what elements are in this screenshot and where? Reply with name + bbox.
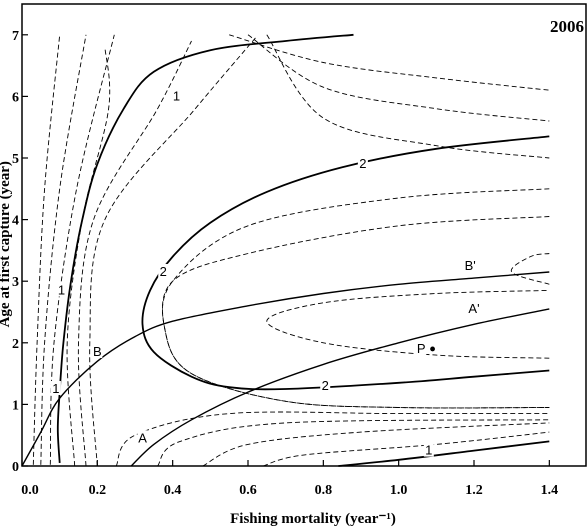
label-bg-10 bbox=[465, 257, 481, 272]
dashed-contour-1 bbox=[32, 34, 61, 465]
contour-label-10: B' bbox=[465, 258, 476, 273]
x-tick-label-6: 1.2 bbox=[465, 483, 483, 498]
label-bg-7 bbox=[423, 442, 434, 457]
x-tick-label-1: 0.2 bbox=[89, 483, 107, 498]
dashed-contour-3 bbox=[49, 34, 115, 465]
dashed-contour-4 bbox=[66, 47, 111, 467]
y-tick-label-2: 2 bbox=[12, 337, 19, 352]
label-bg-12 bbox=[416, 340, 427, 355]
label-bg-11 bbox=[469, 300, 484, 315]
dashed-contour-5 bbox=[77, 40, 192, 467]
contour-label-11: A' bbox=[468, 301, 479, 316]
contour-label-4: 2 bbox=[359, 156, 366, 171]
solid-contours bbox=[56, 33, 550, 467]
solid-contour-3 bbox=[338, 440, 550, 467]
label-bg-6 bbox=[320, 377, 331, 392]
contour-label-8: B bbox=[93, 344, 102, 359]
line-a bbox=[130, 308, 550, 467]
y-tick-label-0: 0 bbox=[12, 460, 19, 475]
label-bg-9 bbox=[137, 430, 148, 445]
contour-label-6: 2 bbox=[322, 378, 329, 393]
y-tick-label-1: 1 bbox=[12, 398, 19, 413]
y-axis-label: Age at first capture (year) bbox=[0, 161, 13, 327]
contour-labels: 1 1 1 2 2 2 1 B A B' A' P bbox=[50, 88, 484, 458]
dashed-contour-16 bbox=[157, 419, 550, 467]
label-bg-5 bbox=[158, 263, 169, 278]
label-bg-3 bbox=[50, 381, 61, 395]
dashed-contour-14 bbox=[115, 411, 550, 467]
contour-label-9: A bbox=[138, 430, 147, 445]
plot-frame bbox=[21, 3, 587, 467]
dashed-contour-8 bbox=[247, 34, 550, 122]
y-tick-label-4: 4 bbox=[12, 214, 19, 229]
x-tick-label-2: 0.4 bbox=[164, 483, 182, 498]
x-tick-label-7: 1.4 bbox=[541, 483, 559, 498]
x-tick-label-5: 1.0 bbox=[390, 483, 408, 498]
line-b bbox=[21, 271, 550, 467]
contour-label-1: 1 bbox=[173, 88, 180, 103]
dashed-contour-10 bbox=[162, 188, 550, 409]
contour-label-12: P bbox=[417, 341, 426, 356]
contour-label-7: 1 bbox=[425, 443, 432, 458]
dashed-contour-6 bbox=[89, 37, 256, 467]
x-tick-label-3: 0.6 bbox=[239, 483, 257, 498]
y-tick-label-3: 3 bbox=[12, 275, 19, 290]
x-tick-label-4: 0.8 bbox=[315, 483, 333, 498]
dashed-contour-9 bbox=[266, 34, 550, 159]
x-axis-label: Fishing mortality (year⁻¹) bbox=[230, 511, 396, 527]
contour-label-5: 2 bbox=[160, 264, 167, 279]
label-bg-4 bbox=[357, 156, 368, 171]
point-p bbox=[430, 346, 435, 352]
y-tick-label-5: 5 bbox=[12, 152, 19, 167]
label-bg-8 bbox=[92, 344, 103, 359]
dashed-contours bbox=[32, 34, 550, 467]
chart-title: 2006 bbox=[550, 17, 584, 36]
dashed-contour-13 bbox=[266, 289, 550, 359]
dashed-contour-12 bbox=[510, 253, 550, 285]
x-tick-label-0: 0.0 bbox=[21, 483, 39, 498]
reference-lines bbox=[21, 271, 550, 467]
axis-ticks: 0.0 0.2 0.4 0.6 0.8 1.0 1.2 1.4 0 1 2 3 4 5 6 7 bbox=[12, 29, 558, 498]
solid-contour-2 bbox=[141, 135, 550, 391]
label-bg-1 bbox=[171, 88, 182, 103]
contour-label-3: 1 bbox=[52, 381, 59, 396]
contour-label-2: 1 bbox=[58, 282, 65, 297]
dashed-contour-7 bbox=[229, 34, 550, 91]
y-tick-label-6: 6 bbox=[12, 90, 19, 105]
dashed-contour-15 bbox=[202, 422, 550, 467]
y-tick-label-7: 7 bbox=[12, 29, 19, 44]
label-bg-2 bbox=[56, 282, 67, 297]
dashed-contour-11 bbox=[162, 216, 550, 409]
dashed-contour-17 bbox=[262, 431, 550, 467]
dashed-contour-2 bbox=[40, 34, 87, 465]
